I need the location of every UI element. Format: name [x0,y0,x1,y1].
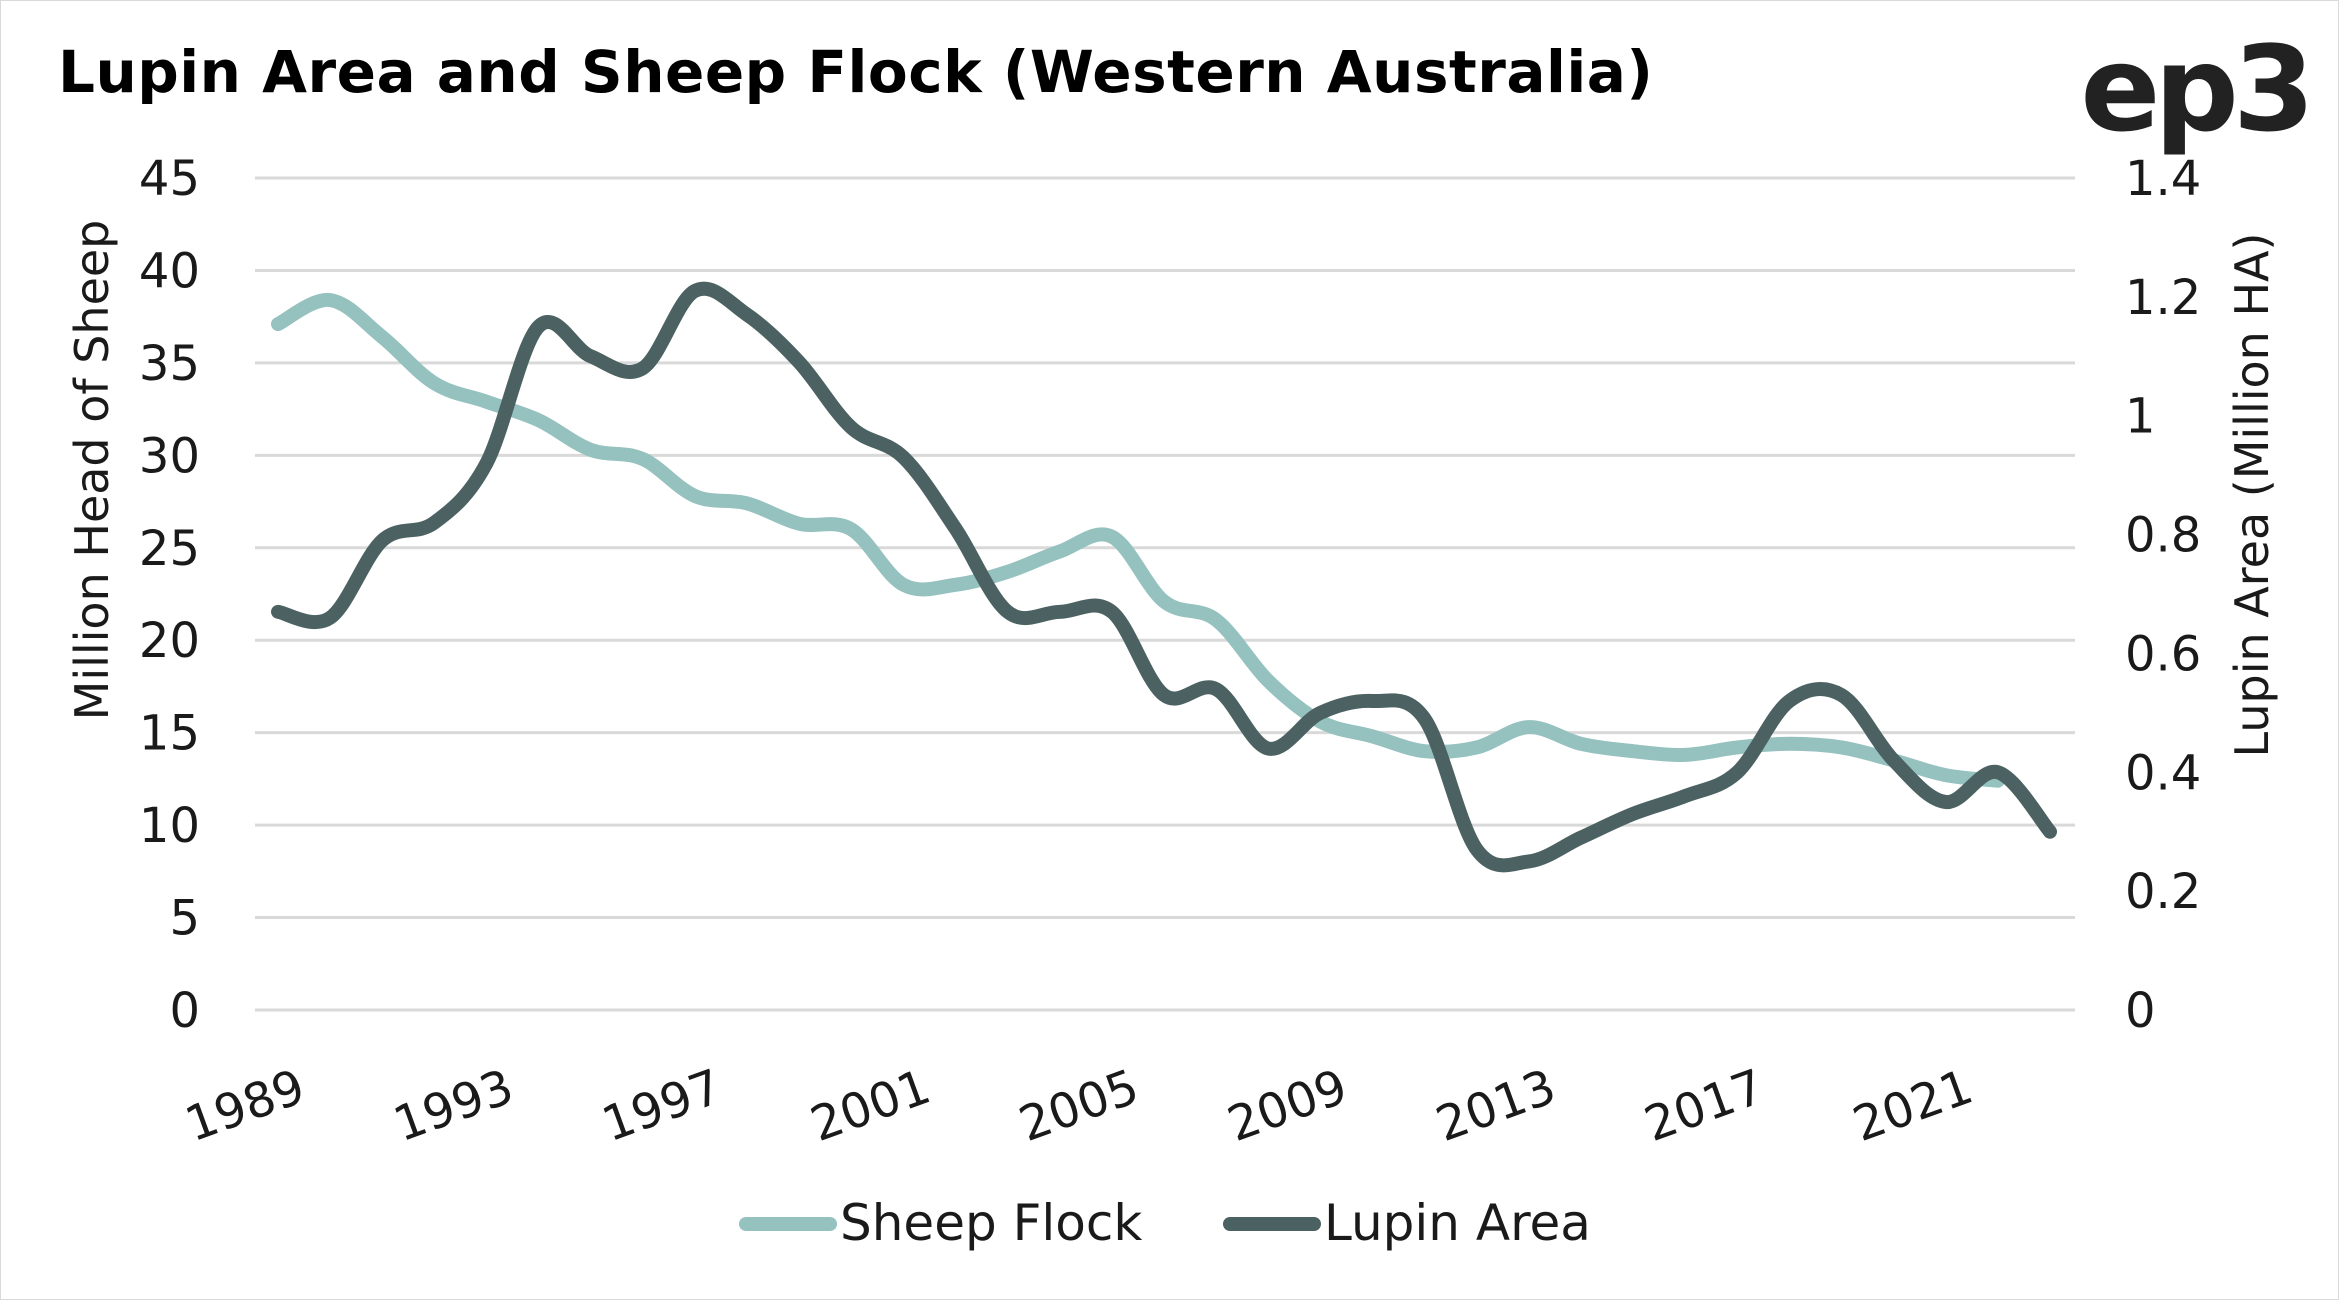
y2-tick-label: 1.4 [2125,151,2201,207]
ep3-logo: ep3 [2080,20,2315,158]
x-tick-label: 1993 [387,1059,521,1153]
left-axis-title: Million Head of Sheep [65,220,119,721]
series-line-lupin-area [271,281,2057,873]
y-tick-label: 40 [139,243,200,299]
y2-tick-label: 1 [2125,389,2156,445]
left-axis-ticks: 0 5 10 15 20 25 30 35 40 45 [139,151,200,1039]
x-tick-label: 2005 [1012,1059,1146,1153]
x-tick-label: 1997 [595,1059,729,1153]
x-tick-label: 2009 [1221,1059,1355,1153]
series-lines [271,281,2057,873]
legend-label-lupin-area: Lupin Area [1324,1194,1591,1252]
legend: Sheep Flock Lupin Area [739,1194,1591,1252]
legend-label-sheep-flock: Sheep Flock [840,1194,1142,1252]
y2-tick-label: 0.2 [2125,864,2201,920]
y2-tick-label: 0.8 [2125,508,2201,564]
series-line-sheep-flock [271,293,2005,788]
y-tick-label: 10 [139,798,200,854]
x-axis-ticks: 1989 1993 1997 2001 2005 2009 2013 2017 2021 [178,1059,1980,1153]
y-tick-label: 5 [169,891,200,947]
y-tick-label: 30 [139,428,200,484]
y-tick-label: 20 [139,613,200,669]
x-tick-label: 2001 [804,1059,938,1153]
right-axis-ticks: 0 0.2 0.4 0.6 0.8 1 1.2 1.4 [2125,151,2201,1039]
x-tick-label: 2013 [1429,1059,1563,1153]
y-tick-label: 0 [169,983,200,1039]
chart-title: Lupin Area and Sheep Flock (Western Aust… [58,38,1654,106]
x-tick-label: 2017 [1637,1059,1771,1153]
y-tick-label: 15 [139,706,200,762]
right-axis-title: Lupin Area (Million HA) [2225,233,2279,758]
y2-tick-label: 1.2 [2125,270,2201,326]
y-tick-label: 45 [139,151,200,207]
gridlines [255,176,2075,1012]
x-tick-label: 1989 [178,1059,312,1153]
y-tick-label: 35 [139,336,200,392]
y2-tick-label: 0.6 [2125,626,2201,682]
y2-tick-label: 0 [2125,983,2156,1039]
x-tick-label: 2021 [1846,1059,1980,1153]
y2-tick-label: 0.4 [2125,745,2201,801]
y-tick-label: 25 [139,521,200,577]
